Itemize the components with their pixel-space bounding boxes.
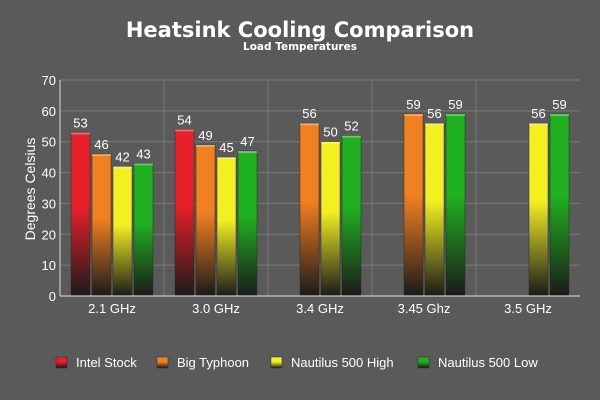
axes bbox=[59, 80, 580, 297]
data-label: 53 bbox=[73, 115, 87, 130]
bars bbox=[70, 113, 570, 297]
bar-highlight bbox=[404, 113, 423, 116]
bar-highlight bbox=[134, 163, 153, 166]
data-label: 49 bbox=[198, 128, 212, 143]
bar-highlight bbox=[238, 150, 257, 153]
bar bbox=[424, 122, 445, 297]
bar-highlight bbox=[113, 166, 132, 169]
chart-title: Heatsink Cooling Comparison bbox=[126, 18, 474, 42]
bar-highlight bbox=[342, 135, 361, 138]
legend-label: Intel Stock bbox=[76, 355, 137, 370]
x-tick-label: 3.5 GHz bbox=[504, 301, 552, 316]
data-label: 56 bbox=[302, 106, 316, 121]
data-label: 59 bbox=[406, 97, 420, 112]
bar-highlight bbox=[550, 113, 569, 116]
y-axis-label: Degrees Celsius bbox=[22, 138, 38, 241]
data-label: 54 bbox=[177, 112, 191, 127]
legend: Intel Stock Big Typhoon Nautilus 500 High N… bbox=[55, 355, 538, 370]
bar bbox=[341, 135, 362, 297]
data-label: 56 bbox=[531, 106, 545, 121]
y-tick-label: 30 bbox=[42, 196, 56, 211]
bar bbox=[528, 122, 549, 297]
bar-highlight bbox=[446, 113, 465, 116]
x-axis-ticks: 2.1 GHz 3.0 GHz 3.4 GHz 3.45 Ghz 3.5 GHz bbox=[88, 301, 552, 316]
x-tick-label: 3.45 Ghz bbox=[398, 301, 451, 316]
data-label: 50 bbox=[323, 125, 337, 140]
y-axis-ticks: 0 10 20 30 40 50 60 70 bbox=[42, 73, 56, 304]
bar-highlight bbox=[175, 129, 194, 132]
y-tick-label: 70 bbox=[42, 73, 56, 88]
bar bbox=[133, 163, 154, 297]
bar-highlight bbox=[71, 132, 90, 135]
bar-highlight bbox=[92, 154, 111, 157]
y-tick-label: 20 bbox=[42, 227, 56, 242]
legend-swatch bbox=[156, 356, 169, 369]
bar-highlight bbox=[425, 123, 444, 126]
bar bbox=[216, 156, 237, 297]
y-tick-label: 40 bbox=[42, 166, 56, 181]
y-tick-label: 10 bbox=[42, 258, 56, 273]
bar bbox=[195, 144, 216, 297]
legend-swatch bbox=[417, 356, 430, 369]
data-labels: 53 46 42 43 54 49 45 47 56 50 52 59 56 59 56 59 bbox=[73, 97, 566, 164]
bar-highlight bbox=[196, 144, 215, 147]
bar bbox=[70, 132, 91, 297]
y-tick-label: 0 bbox=[49, 289, 56, 304]
legend-swatch bbox=[55, 356, 68, 369]
legend-label: Nautilus 500 High bbox=[291, 355, 394, 370]
bar bbox=[445, 113, 466, 297]
bar bbox=[112, 166, 133, 297]
data-label: 46 bbox=[94, 137, 108, 152]
bar bbox=[174, 129, 195, 297]
x-tick-label: 3.4 GHz bbox=[296, 301, 344, 316]
bar bbox=[237, 150, 258, 297]
bar-highlight bbox=[321, 141, 340, 144]
legend-label: Big Typhoon bbox=[177, 355, 249, 370]
bar bbox=[91, 153, 112, 297]
data-label: 43 bbox=[136, 146, 150, 161]
data-label: 45 bbox=[219, 140, 233, 155]
chart-subtitle: Load Temperatures bbox=[243, 41, 357, 53]
bar bbox=[403, 113, 424, 297]
data-label: 42 bbox=[115, 149, 129, 164]
data-label: 56 bbox=[427, 106, 441, 121]
data-label: 47 bbox=[240, 134, 254, 149]
bar bbox=[549, 113, 570, 297]
data-label: 59 bbox=[552, 97, 566, 112]
bar-highlight bbox=[529, 123, 548, 126]
data-label: 59 bbox=[448, 97, 462, 112]
bar-highlight bbox=[217, 157, 236, 160]
bar bbox=[320, 141, 341, 297]
legend-swatch bbox=[270, 356, 283, 369]
bar bbox=[299, 122, 320, 297]
y-tick-label: 50 bbox=[42, 135, 56, 150]
x-tick-label: 3.0 GHz bbox=[192, 301, 240, 316]
legend-label: Nautilus 500 Low bbox=[438, 355, 538, 370]
data-label: 52 bbox=[344, 119, 358, 134]
x-tick-label: 2.1 GHz bbox=[88, 301, 136, 316]
y-tick-label: 60 bbox=[42, 104, 56, 119]
bar-highlight bbox=[300, 123, 319, 126]
